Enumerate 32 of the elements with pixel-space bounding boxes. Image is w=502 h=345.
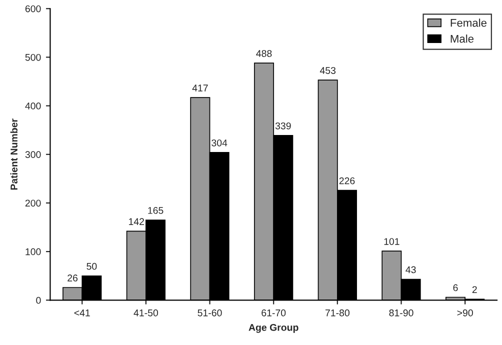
data-label: 417	[192, 84, 208, 92]
x-axis-title: Age Group	[248, 324, 298, 333]
y-tick-label: 500	[25, 54, 41, 61]
data-label: 488	[256, 50, 272, 57]
legend-label: Male	[450, 34, 474, 43]
x-tick-label: >90	[457, 309, 473, 316]
y-tick-label: 300	[25, 151, 41, 158]
data-label: 453	[320, 67, 336, 74]
data-label: 6	[453, 284, 458, 292]
x-tick-label: <41	[74, 310, 90, 316]
data-label: 2	[472, 286, 477, 293]
x-tick-label: 81-90	[389, 309, 414, 316]
y-tick-label: 400	[25, 102, 41, 110]
data-label: 165	[148, 207, 164, 214]
x-tick-label: 61-70	[262, 309, 286, 316]
x-tick-label: 71-80	[325, 309, 350, 316]
y-axis-title: Patient Number	[10, 118, 18, 190]
y-tick-label: 0	[36, 296, 41, 304]
data-label: 43	[406, 266, 416, 274]
y-tick-label: 200	[25, 200, 41, 207]
y-tick-label: 100	[26, 248, 41, 256]
data-label: 101	[384, 238, 400, 245]
y-tick-label: 600	[25, 5, 41, 12]
x-tick-label: 41-50	[134, 309, 158, 316]
data-label: 142	[128, 218, 144, 225]
data-label: 226	[339, 177, 355, 184]
legend-label: Female	[450, 18, 486, 27]
data-label: 26	[68, 274, 78, 282]
data-label: 50	[86, 262, 97, 270]
data-label: 339	[275, 122, 291, 130]
x-tick-label: 51-60	[198, 309, 222, 316]
data-label: 304	[212, 139, 228, 146]
